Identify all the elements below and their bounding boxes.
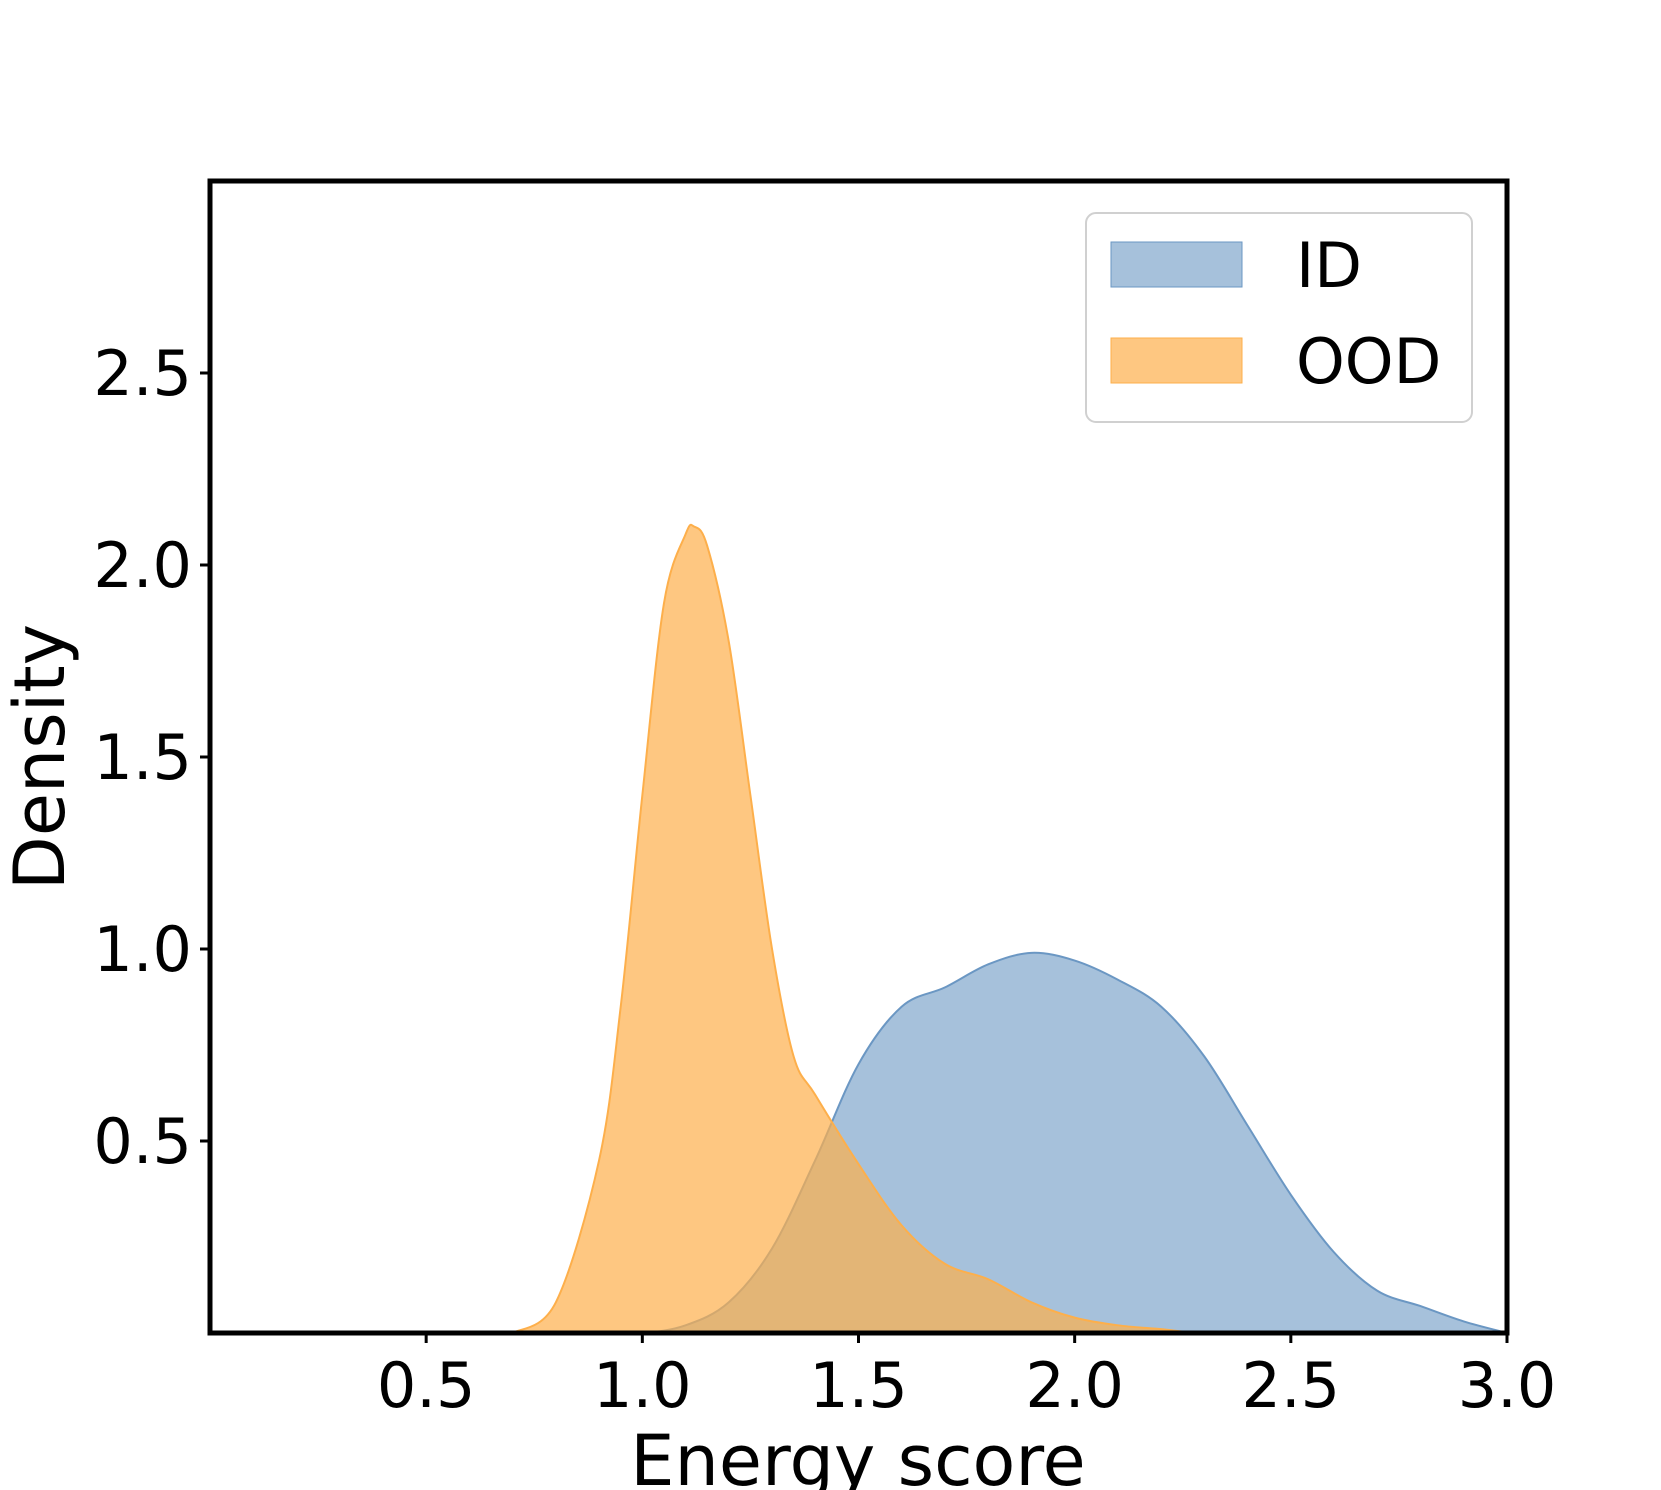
y-tick-label: 1.0 [93, 913, 192, 986]
legend-swatch-id [1110, 241, 1243, 288]
legend-label-id: ID [1296, 229, 1362, 302]
x-tick-label: 3.0 [1458, 1349, 1557, 1422]
y-axis-ticks: 0.5 1.0 1.5 2.0 2.5 [93, 337, 210, 1178]
y-axis-label: Density [0, 624, 81, 890]
legend-label-ood: OOD [1296, 325, 1441, 398]
y-tick-label: 0.5 [93, 1105, 192, 1178]
density-line-ood [512, 523, 1507, 1333]
x-tick-label: 2.0 [1025, 1349, 1124, 1422]
density-area-id [512, 952, 1507, 1333]
x-tick-label: 2.5 [1242, 1349, 1341, 1422]
x-tick-label: 0.5 [377, 1349, 476, 1422]
plot-frame [207, 178, 1510, 1336]
y-tick-label: 1.5 [93, 721, 192, 794]
y-tick-label: 2.5 [93, 337, 192, 410]
legend-swatch-ood [1110, 337, 1243, 384]
density-area-ood [512, 524, 1507, 1333]
x-tick-label: 1.0 [593, 1349, 692, 1422]
x-tick-label: 1.5 [809, 1349, 908, 1422]
y-tick-label: 2.0 [93, 529, 192, 602]
series-layer [512, 523, 1507, 1333]
x-axis-ticks: 0.5 1.0 1.5 2.0 2.5 3.0 [377, 1333, 1556, 1422]
legend: ID OOD [1085, 212, 1473, 423]
x-axis-label: Energy score [630, 1420, 1085, 1490]
